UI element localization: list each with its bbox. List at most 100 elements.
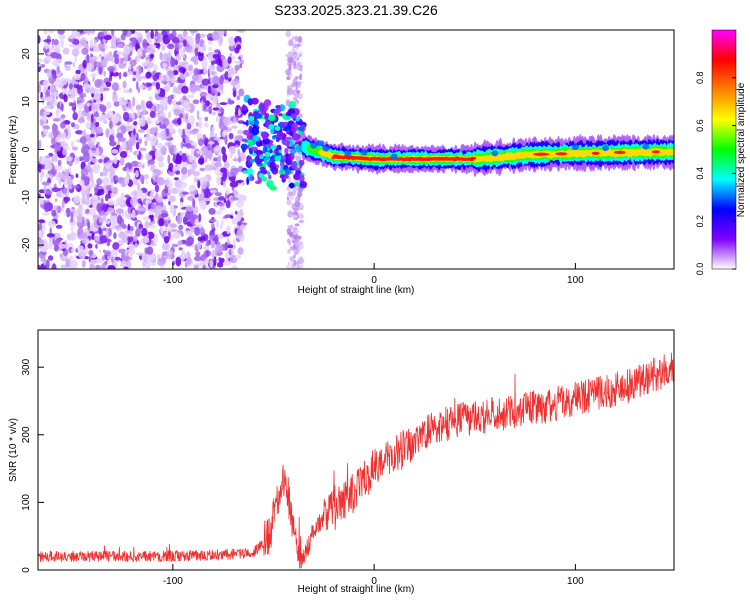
noise-mark [75, 69, 81, 75]
noise-mark [55, 136, 62, 141]
colorbar-gradient [711, 29, 737, 270]
noise-mark [111, 149, 119, 154]
noise-mark [198, 213, 202, 223]
noise-mark [142, 49, 147, 54]
noise-mark [53, 99, 58, 106]
noise-mark [190, 56, 199, 63]
transition-mark [290, 125, 296, 132]
noise-mark [38, 58, 43, 63]
noise-mark [135, 104, 142, 111]
noise-mark [147, 37, 153, 45]
noise-mark [90, 259, 98, 265]
noise-mark [178, 224, 184, 231]
noise-mark [197, 157, 205, 165]
noise-mark [133, 202, 136, 208]
colorbar-label: Normalized spectral amplitude [736, 82, 747, 217]
noise-mark [161, 242, 170, 251]
noise-mark [47, 30, 55, 34]
noise-mark [131, 160, 139, 167]
noise-mark [286, 94, 290, 97]
noise-mark [43, 202, 51, 213]
noise-mark [298, 219, 304, 224]
noise-mark [172, 166, 179, 172]
noise-mark [228, 36, 235, 45]
noise-mark [212, 107, 220, 111]
noise-mark [226, 225, 231, 235]
noise-mark [96, 178, 103, 185]
noise-mark [38, 140, 42, 150]
ridge-mark [555, 152, 568, 156]
snr-x-tick-label: 100 [567, 576, 584, 587]
noise-mark [146, 82, 153, 87]
noise-mark [236, 30, 245, 33]
noise-mark [176, 101, 182, 105]
noise-mark [298, 241, 304, 245]
noise-mark [132, 71, 137, 75]
noise-mark [148, 53, 155, 59]
noise-mark [88, 55, 98, 63]
noise-mark [124, 53, 129, 62]
noise-mark [126, 249, 133, 254]
noise-mark [110, 39, 117, 48]
snr-y-tick-label: 0 [21, 567, 32, 573]
noise-mark [187, 103, 195, 114]
noise-mark [160, 145, 167, 156]
noise-mark [172, 86, 178, 94]
noise-mark [291, 257, 294, 265]
noise-mark [193, 60, 199, 65]
noise-mark [194, 227, 201, 236]
ridge-mark [316, 140, 324, 147]
noise-mark [114, 203, 119, 207]
noise-mark [42, 125, 50, 130]
noise-mark [111, 114, 120, 124]
noise-mark [231, 186, 235, 191]
noise-mark [188, 64, 194, 71]
noise-mark [98, 249, 102, 254]
noise-mark [107, 66, 115, 72]
transition-mark [256, 151, 264, 154]
noise-mark [295, 155, 302, 162]
noise-mark [160, 225, 164, 235]
noise-mark [287, 249, 291, 254]
noise-mark [231, 125, 238, 129]
noise-mark [79, 136, 87, 144]
noise-mark [148, 208, 154, 216]
noise-mark [192, 205, 199, 215]
noise-mark [73, 195, 81, 204]
noise-mark [113, 156, 118, 165]
noise-mark [232, 90, 237, 98]
noise-mark [132, 77, 136, 82]
noise-mark [285, 30, 291, 38]
noise-mark [76, 207, 85, 212]
noise-mark [193, 176, 198, 183]
noise-mark [229, 65, 233, 70]
noise-mark [107, 255, 112, 260]
noise-mark [236, 44, 242, 50]
noise-mark [144, 260, 151, 269]
noise-mark [201, 100, 204, 109]
noise-mark [186, 236, 195, 246]
noise-mark [65, 169, 70, 176]
noise-mark [55, 224, 63, 229]
transition-mark [291, 133, 300, 141]
noise-mark [181, 153, 187, 163]
noise-mark [179, 113, 184, 119]
noise-mark [49, 227, 52, 235]
noise-mark [94, 79, 102, 88]
noise-mark [142, 38, 148, 49]
noise-mark [172, 100, 177, 105]
noise-mark [209, 259, 214, 269]
noise-mark [123, 45, 131, 55]
noise-mark [155, 205, 163, 213]
noise-mark [163, 97, 168, 102]
transition-mark [268, 114, 276, 122]
noise-mark [212, 75, 220, 86]
noise-mark [57, 159, 62, 167]
noise-mark [70, 211, 74, 220]
noise-mark [164, 185, 168, 194]
noise-mark [45, 172, 49, 180]
ridge-mark [390, 153, 398, 160]
noise-mark [62, 47, 70, 55]
noise-mark [227, 244, 234, 249]
noise-mark [77, 102, 86, 109]
